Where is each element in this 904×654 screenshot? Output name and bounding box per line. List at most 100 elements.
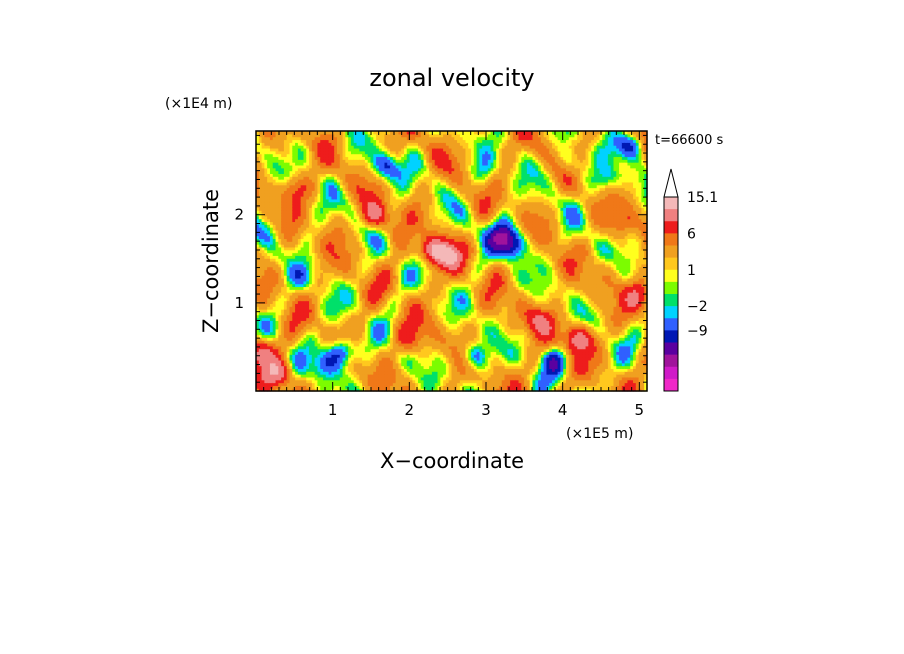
field-cell: [345, 193, 349, 197]
field-cell: [339, 303, 344, 307]
field-cell: [342, 320, 346, 324]
field-cell: [334, 331, 338, 336]
plot-field: [256, 131, 648, 392]
field-cell: [314, 150, 319, 155]
field-cell: [348, 244, 352, 248]
field-cell: [317, 294, 321, 299]
field-cell: [317, 317, 321, 321]
field-cell: [264, 354, 268, 358]
field-cell: [323, 156, 327, 160]
field-cell: [320, 207, 324, 211]
field-cell: [362, 289, 366, 293]
field-cell: [356, 266, 360, 271]
field-cell: [328, 238, 332, 242]
field-cell: [317, 150, 321, 155]
field-cell: [336, 255, 341, 259]
field-cell: [283, 342, 288, 347]
field-cell: [314, 320, 319, 324]
field-cell: [336, 266, 341, 271]
field-cell: [264, 204, 268, 208]
field-cell: [353, 207, 358, 211]
field-cell: [314, 323, 319, 327]
field-cell: [256, 359, 260, 364]
field-cell: [295, 277, 299, 282]
field-cell: [345, 212, 349, 217]
field-cell: [281, 359, 285, 364]
field-cell: [289, 351, 293, 355]
field-cell: [261, 371, 265, 375]
field-cell: [283, 376, 288, 381]
field-cell: [334, 170, 338, 174]
field-cell: [256, 263, 260, 268]
field-cell: [275, 252, 279, 256]
field-cell: [281, 235, 285, 239]
field-cell: [325, 289, 330, 293]
field-cell: [295, 153, 299, 158]
field-cell: [323, 249, 327, 254]
field-cell: [300, 210, 305, 214]
field-cell: [334, 147, 338, 152]
field-cell: [362, 348, 366, 353]
field-cell: [278, 255, 282, 259]
field-cell: [286, 139, 291, 143]
field-cell: [292, 204, 296, 208]
field-cell: [306, 232, 310, 237]
field-cell: [320, 374, 324, 378]
field-cell: [348, 354, 352, 358]
field-cell: [331, 176, 335, 180]
field-cell: [272, 382, 277, 386]
field-cell: [359, 328, 363, 333]
field-cell: [350, 196, 355, 200]
field-cell: [267, 261, 271, 265]
field-cell: [295, 150, 299, 155]
field-cell: [325, 181, 330, 186]
field-cell: [300, 269, 305, 273]
field-cell: [364, 342, 369, 347]
field-cell: [342, 162, 346, 166]
field-cell: [309, 323, 313, 327]
field-cell: [362, 272, 366, 276]
field-cell: [331, 303, 335, 307]
field-cell: [336, 215, 341, 220]
field-cell: [323, 210, 327, 214]
field-cell: [356, 379, 360, 384]
field-cell: [309, 340, 313, 344]
field-cell: [289, 334, 293, 338]
field-cell: [345, 317, 349, 321]
field-cell: [345, 374, 349, 378]
field-cell: [325, 252, 330, 256]
field-cell: [264, 235, 268, 239]
field-cell: [311, 170, 316, 174]
field-cell: [350, 246, 355, 251]
field-cell: [353, 272, 358, 276]
field-cell: [269, 227, 274, 231]
field-cell: [300, 252, 305, 256]
field-cell: [353, 297, 358, 302]
field-cell: [267, 286, 271, 290]
field-cell: [275, 286, 279, 290]
field-cell: [348, 309, 352, 313]
field-cell: [356, 193, 360, 197]
field-cell: [258, 292, 263, 296]
field-cell: [278, 317, 282, 321]
field-cell: [317, 179, 321, 183]
field-cell: [272, 196, 277, 200]
field-cell: [278, 181, 282, 186]
field-cell: [359, 170, 363, 174]
field-cell: [342, 176, 346, 180]
field-cell: [267, 297, 271, 302]
field-cell: [328, 215, 332, 220]
field-cell: [272, 371, 277, 375]
field-cell: [325, 354, 330, 358]
field-cell: [328, 255, 332, 259]
field-cell: [350, 229, 355, 234]
field-cell: [258, 249, 263, 254]
field-cell: [264, 292, 268, 296]
field-cell: [303, 306, 307, 310]
field-cell: [356, 176, 360, 180]
field-cell: [362, 371, 366, 375]
field-cell: [339, 328, 344, 333]
field-cell: [331, 193, 335, 197]
field-cell: [272, 229, 277, 234]
field-cell: [283, 221, 288, 225]
